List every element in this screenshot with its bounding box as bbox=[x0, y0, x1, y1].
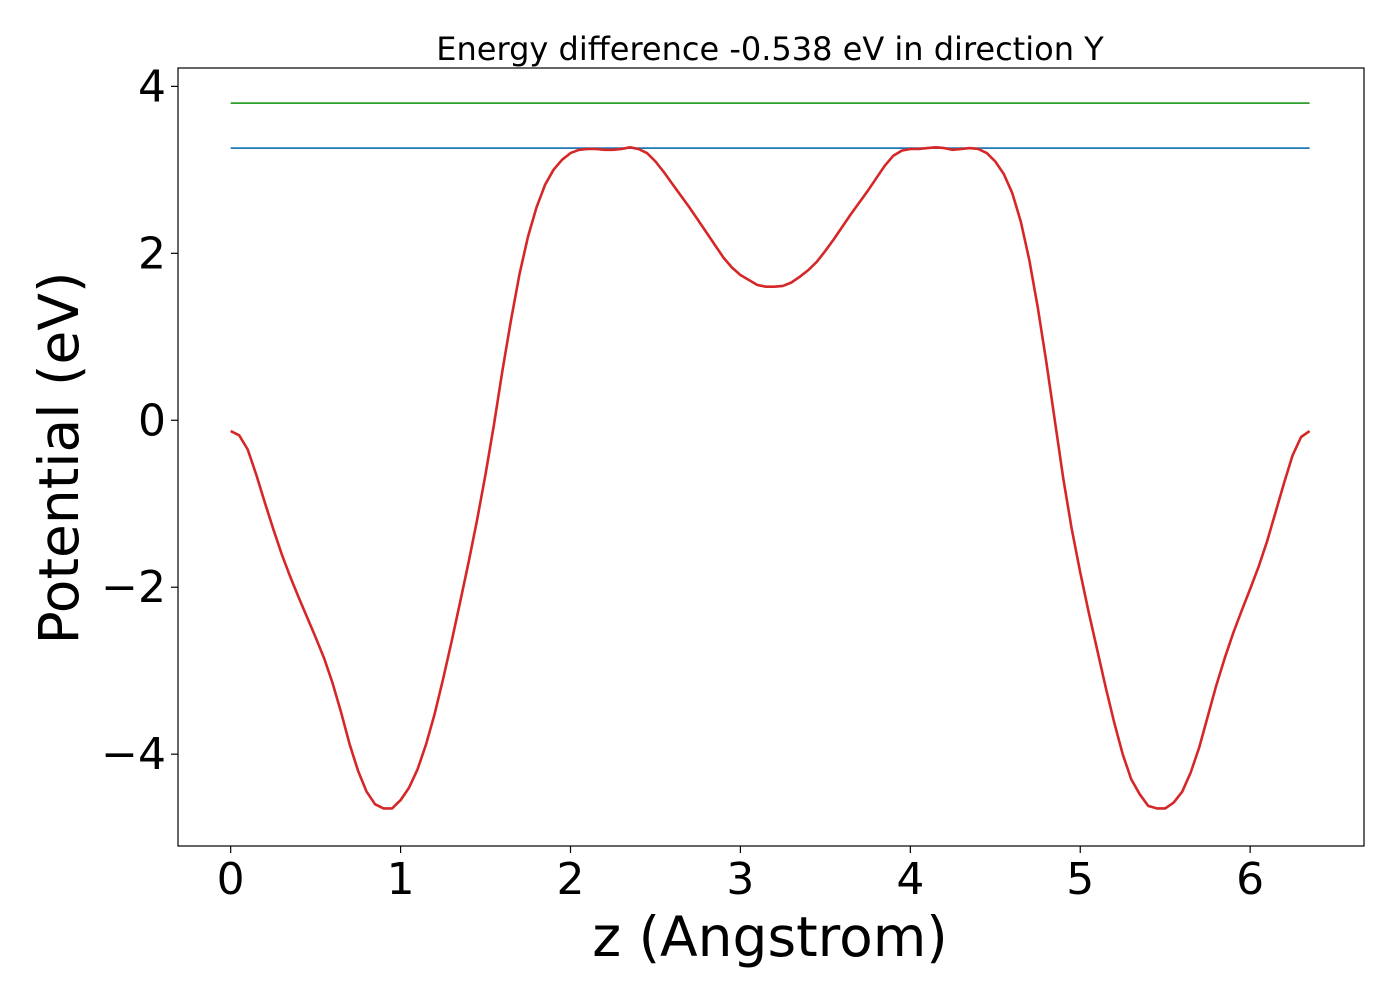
x-tick-label: 3 bbox=[726, 854, 754, 905]
x-tick-label: 6 bbox=[1236, 854, 1264, 905]
x-tick-label: 0 bbox=[217, 854, 245, 905]
x-axis: 0 1 2 3 4 5 6 bbox=[217, 846, 1264, 905]
x-tick-label: 2 bbox=[557, 854, 585, 905]
y-tick-label: 2 bbox=[138, 228, 166, 279]
x-tick-label: 5 bbox=[1066, 854, 1094, 905]
y-tick-label: 0 bbox=[138, 395, 166, 446]
x-tick-label: 4 bbox=[896, 854, 924, 905]
chart-title: Energy difference -0.538 eV in direction… bbox=[436, 30, 1104, 68]
series-line-2 bbox=[230, 146, 1311, 810]
series-layer bbox=[230, 102, 1311, 810]
x-tick-label: 1 bbox=[387, 854, 415, 905]
plot-frame bbox=[177, 67, 1365, 847]
y-tick-label: −4 bbox=[101, 729, 166, 780]
x-axis-label: z (Angstrom) bbox=[592, 905, 948, 969]
y-tick-label: 4 bbox=[138, 61, 166, 112]
y-axis: −4 −2 0 2 4 bbox=[101, 61, 178, 780]
y-tick-label: −2 bbox=[101, 562, 166, 613]
y-axis-label: Potential (eV) bbox=[27, 272, 91, 645]
